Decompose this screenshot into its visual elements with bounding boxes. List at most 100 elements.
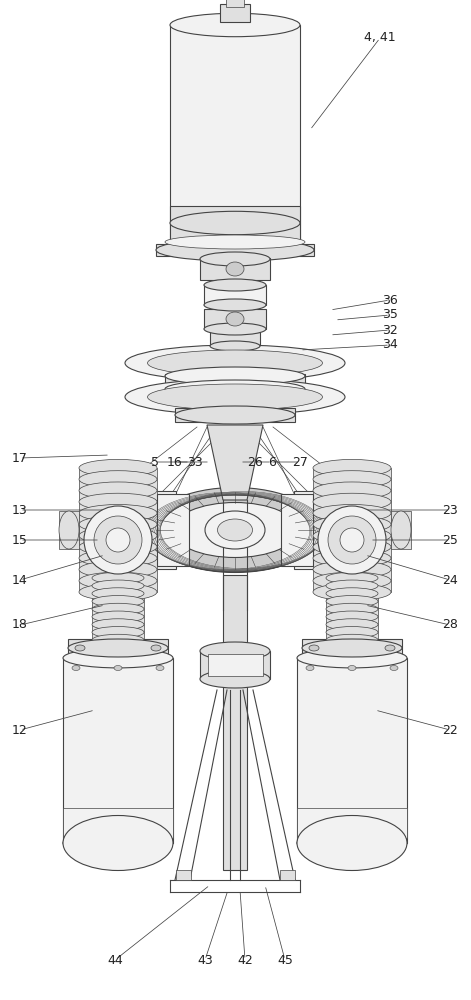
Ellipse shape [147, 488, 323, 572]
Text: 16: 16 [167, 456, 183, 468]
Ellipse shape [326, 603, 378, 615]
Text: 14: 14 [12, 574, 28, 586]
Ellipse shape [94, 516, 142, 564]
Ellipse shape [106, 528, 130, 552]
Ellipse shape [92, 611, 144, 622]
Ellipse shape [92, 572, 144, 584]
Text: 27: 27 [292, 456, 308, 468]
Text: 22: 22 [442, 724, 458, 736]
Text: 34: 34 [382, 338, 398, 352]
Text: 12: 12 [12, 724, 28, 736]
Ellipse shape [302, 639, 402, 657]
Ellipse shape [84, 506, 152, 574]
Ellipse shape [326, 588, 378, 599]
Ellipse shape [172, 502, 298, 558]
FancyBboxPatch shape [302, 639, 402, 657]
Ellipse shape [75, 645, 85, 651]
Ellipse shape [326, 619, 378, 630]
Ellipse shape [147, 350, 323, 376]
Ellipse shape [165, 235, 305, 249]
FancyBboxPatch shape [281, 494, 313, 566]
Ellipse shape [92, 588, 144, 599]
Text: 42: 42 [237, 954, 253, 966]
Ellipse shape [340, 528, 364, 552]
Ellipse shape [92, 596, 144, 607]
Ellipse shape [326, 580, 378, 591]
FancyBboxPatch shape [200, 258, 270, 280]
Text: 32: 32 [382, 324, 398, 336]
Ellipse shape [313, 459, 391, 477]
Ellipse shape [390, 666, 398, 670]
FancyBboxPatch shape [208, 654, 262, 676]
FancyBboxPatch shape [147, 353, 323, 373]
Text: 28: 28 [442, 618, 458, 632]
Ellipse shape [92, 634, 144, 646]
FancyBboxPatch shape [79, 468, 157, 592]
Text: 5: 5 [151, 456, 159, 468]
Ellipse shape [313, 471, 391, 488]
Ellipse shape [313, 493, 391, 510]
Ellipse shape [125, 379, 345, 415]
FancyBboxPatch shape [175, 408, 295, 422]
FancyBboxPatch shape [297, 658, 407, 843]
Ellipse shape [79, 572, 157, 589]
Ellipse shape [92, 627, 144, 638]
Ellipse shape [125, 345, 345, 381]
Ellipse shape [326, 634, 378, 646]
Text: 4, 41: 4, 41 [364, 31, 396, 44]
FancyBboxPatch shape [200, 651, 270, 679]
FancyBboxPatch shape [297, 808, 407, 838]
Ellipse shape [313, 561, 391, 578]
FancyBboxPatch shape [204, 309, 266, 329]
Text: 13: 13 [12, 504, 28, 516]
Ellipse shape [68, 639, 168, 657]
Ellipse shape [218, 519, 252, 541]
Ellipse shape [170, 13, 300, 37]
Ellipse shape [313, 516, 391, 533]
Ellipse shape [306, 666, 314, 670]
Ellipse shape [59, 511, 79, 549]
Ellipse shape [326, 627, 378, 638]
Ellipse shape [326, 596, 378, 607]
Text: 6: 6 [268, 456, 276, 468]
FancyBboxPatch shape [223, 575, 247, 870]
Text: 24: 24 [442, 574, 458, 586]
Ellipse shape [204, 279, 266, 291]
FancyBboxPatch shape [63, 658, 173, 843]
Text: 15: 15 [12, 534, 28, 546]
Ellipse shape [318, 506, 386, 574]
Text: 43: 43 [197, 954, 213, 966]
Ellipse shape [313, 505, 391, 522]
Ellipse shape [92, 619, 144, 630]
Ellipse shape [79, 459, 157, 477]
Text: 35: 35 [382, 308, 398, 322]
Ellipse shape [313, 583, 391, 601]
Ellipse shape [226, 262, 244, 276]
Ellipse shape [79, 583, 157, 601]
FancyBboxPatch shape [59, 511, 79, 549]
Ellipse shape [79, 516, 157, 533]
Ellipse shape [79, 527, 157, 544]
Ellipse shape [79, 493, 157, 510]
Text: 45: 45 [277, 954, 293, 966]
FancyBboxPatch shape [226, 0, 244, 7]
Ellipse shape [226, 312, 244, 326]
Ellipse shape [297, 648, 407, 668]
Ellipse shape [326, 572, 378, 584]
Ellipse shape [205, 511, 265, 549]
Ellipse shape [170, 211, 300, 235]
Ellipse shape [165, 380, 305, 398]
Ellipse shape [348, 666, 356, 670]
FancyBboxPatch shape [156, 244, 314, 256]
Ellipse shape [326, 611, 378, 622]
Ellipse shape [328, 516, 376, 564]
Ellipse shape [385, 645, 395, 651]
Ellipse shape [200, 642, 270, 660]
Ellipse shape [204, 299, 266, 311]
FancyBboxPatch shape [165, 374, 305, 388]
Text: 33: 33 [187, 456, 203, 468]
Ellipse shape [297, 816, 407, 870]
Text: 25: 25 [442, 534, 458, 546]
FancyBboxPatch shape [313, 468, 391, 592]
FancyBboxPatch shape [210, 332, 260, 346]
